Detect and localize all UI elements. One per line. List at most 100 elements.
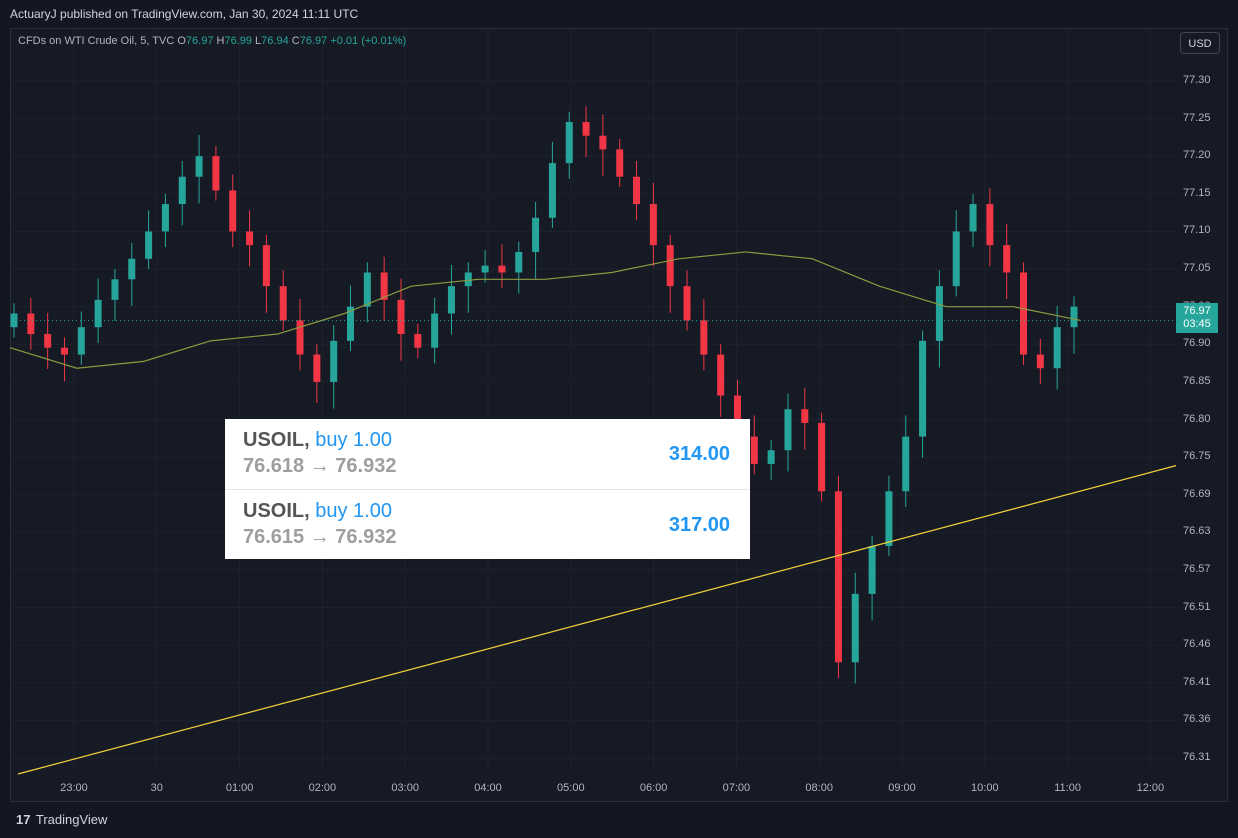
- high-value: 76.99: [224, 35, 252, 47]
- candle-body: [313, 354, 321, 382]
- candle-body: [229, 190, 237, 232]
- candle-body: [44, 334, 52, 348]
- candle-body: [902, 436, 910, 492]
- candle-body: [111, 279, 119, 300]
- x-tick-label: 10:00: [971, 782, 999, 794]
- candle-body: [128, 258, 136, 280]
- y-tick-label: 77.10: [1183, 224, 1211, 237]
- candle-body: [851, 593, 859, 663]
- x-tick-label: 11:00: [1054, 782, 1081, 794]
- candle-body: [532, 217, 540, 252]
- y-tick-label: 76.46: [1183, 638, 1211, 651]
- x-tick-label: 07:00: [722, 782, 751, 794]
- trade-prices: 76.618 → 76.932: [243, 455, 397, 477]
- candle-body: [161, 204, 169, 232]
- y-tick-label: 76.51: [1183, 600, 1211, 613]
- y-tick-label: 77.15: [1183, 186, 1211, 199]
- close-label: C: [291, 35, 300, 47]
- candle-body: [801, 409, 809, 423]
- candle-body: [464, 272, 472, 287]
- bar-countdown: 03:45: [1183, 318, 1211, 330]
- candle-body: [1003, 245, 1011, 273]
- candle-body: [717, 354, 725, 396]
- low-value: 76.94: [261, 35, 289, 47]
- candle-body: [1053, 327, 1061, 369]
- candle-body: [296, 320, 304, 355]
- x-tick-label: 06:00: [639, 782, 668, 794]
- candle-body: [145, 231, 153, 259]
- trade-symbol: USOIL, buy 1.00: [243, 500, 392, 523]
- trendline: [17, 465, 1177, 775]
- candle-body: [397, 299, 405, 335]
- close-value: 76.97: [299, 35, 328, 47]
- open-value: 76.97: [185, 35, 214, 47]
- candle-body: [599, 135, 607, 150]
- candle-body: [498, 265, 506, 273]
- y-tick-label: 76.80: [1183, 412, 1211, 425]
- y-tick-label: 76.75: [1183, 450, 1211, 463]
- candle-body: [633, 176, 641, 205]
- candle-body: [1020, 272, 1028, 355]
- y-tick-label: 76.69: [1183, 487, 1211, 500]
- tradingview-branding[interactable]: 17 TradingView: [16, 812, 107, 827]
- candle-body: [10, 313, 18, 328]
- instrument-name: CFDs on WTI Crude Oil, 5, TVC: [18, 35, 175, 47]
- candle-body: [750, 436, 758, 464]
- candle-body: [447, 286, 455, 314]
- trade-pnl: 314.00: [668, 443, 730, 465]
- change-value: +0.01 (+0.01%): [330, 35, 407, 47]
- candle-body: [834, 491, 842, 663]
- candle-body: [347, 306, 355, 341]
- y-tick-label: 76.57: [1183, 562, 1211, 575]
- candle-body: [666, 245, 674, 287]
- trade-symbol-text: USOIL,: [243, 429, 310, 451]
- y-tick-label: 77.20: [1183, 149, 1211, 162]
- candle-body: [515, 251, 523, 273]
- candle-body: [683, 286, 691, 321]
- candle-body: [818, 422, 826, 492]
- candle-body: [212, 156, 220, 191]
- candle-body: [986, 204, 994, 246]
- candle-body: [969, 204, 977, 232]
- symbol-legend: CFDs on WTI Crude Oil, 5, TVC O76.97 H76…: [18, 35, 406, 47]
- moving-average-line: [9, 251, 1081, 369]
- open-label: O: [177, 35, 186, 47]
- candle-body: [1070, 306, 1078, 328]
- publisher-header: ActuaryJ published on TradingView.com, J…: [10, 7, 359, 21]
- y-tick-label: 76.63: [1183, 525, 1211, 538]
- candle-body: [733, 395, 741, 437]
- candle-body: [649, 204, 657, 246]
- x-tick-label: 01:00: [225, 782, 254, 794]
- candle-body: [330, 340, 338, 382]
- candle-body: [77, 327, 85, 355]
- tradingview-wordmark: TradingView: [35, 812, 108, 827]
- y-tick-label: 76.41: [1183, 675, 1211, 688]
- candle-body: [784, 409, 792, 451]
- candle-body: [582, 122, 590, 136]
- candle-body: [27, 313, 35, 335]
- x-tick-label: 23:00: [60, 782, 88, 794]
- last-price-value: 76.97: [1183, 305, 1211, 317]
- candle-body: [767, 450, 775, 464]
- x-tick-label: 04:00: [474, 782, 502, 794]
- candle-body: [481, 265, 489, 273]
- y-tick-label: 77.30: [1183, 74, 1211, 86]
- trade-row: USOIL, buy 1.00 76.615 → 76.932 317.00: [225, 489, 750, 560]
- trades-panel: USOIL, buy 1.00 76.618 → 76.932 314.00 U…: [225, 419, 750, 559]
- candle-body: [195, 156, 203, 177]
- y-tick-label: 76.90: [1183, 337, 1211, 350]
- x-tick-label: 30: [150, 782, 163, 794]
- candle-body: [885, 491, 893, 547]
- x-tick-label: 05:00: [557, 782, 585, 794]
- candle-body: [60, 347, 68, 355]
- y-tick-label: 77.25: [1183, 111, 1211, 124]
- trade-symbol: USOIL, buy 1.00: [243, 429, 392, 452]
- currency-button[interactable]: USD: [1180, 32, 1220, 54]
- candle-body: [431, 313, 439, 348]
- candle-body: [868, 546, 876, 594]
- candle-body: [548, 163, 556, 218]
- last-price-tag: 76.97 03:45: [1176, 303, 1218, 333]
- x-tick-label: 12:00: [1136, 782, 1165, 794]
- y-tick-label: 77.05: [1183, 262, 1211, 275]
